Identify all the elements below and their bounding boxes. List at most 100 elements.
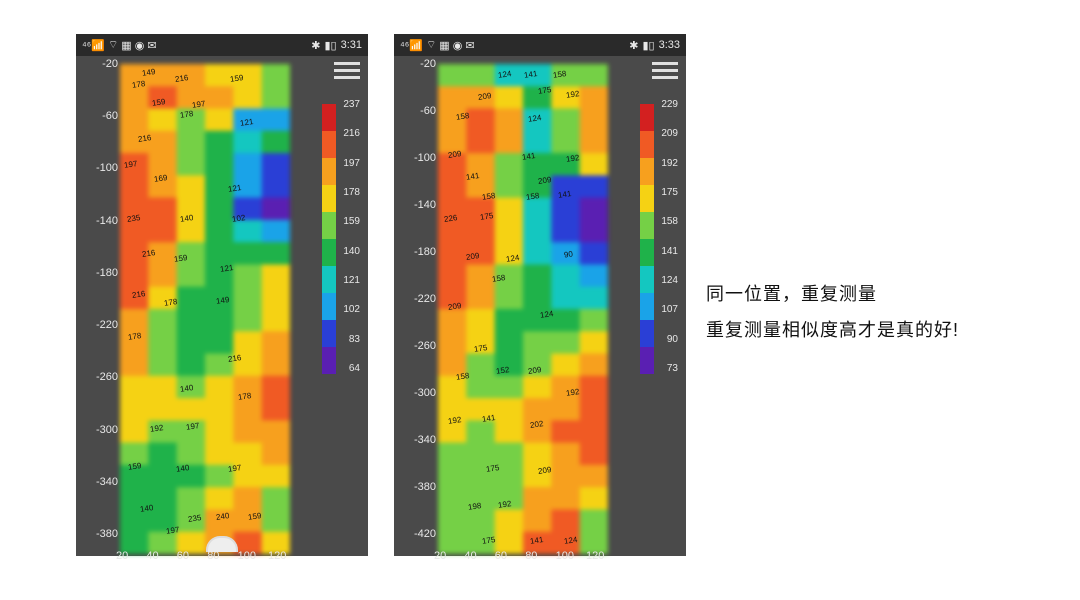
menu-button[interactable] [652,62,678,79]
colorbar-segment [640,185,654,212]
colorbar-segment [322,185,336,212]
signal-icon: ⁴⁶📶 [400,39,423,52]
x-tick-label: 100 [238,550,256,562]
contour-label: 124 [563,535,577,546]
colorbar-segment [322,239,336,266]
contour-label: 235 [126,213,140,224]
contour-label: 197 [165,525,179,536]
contour-label: 149 [141,67,155,78]
y-tick-label: -260 [414,340,436,352]
colorbar-segment [322,131,336,158]
contour-label: 158 [525,191,539,202]
x-tick-label: 80 [525,550,537,562]
contour-label: 141 [481,413,495,424]
heatmap-plot: 1491782161591591971781212161971691212351… [120,64,290,554]
contour-label: 197 [123,159,137,170]
contour-label: 216 [141,248,155,259]
colorbar-segment [322,293,336,320]
contour-label: 175 [481,535,495,546]
contour-label: 158 [455,111,469,122]
contour-label: 216 [131,289,145,300]
contour-label: 159 [173,253,187,264]
contour-label: 216 [137,133,151,144]
colorbar-label: 192 [661,158,678,169]
y-tick-label: -20 [420,58,436,70]
y-tick-label: -60 [420,105,436,117]
contour-label: 175 [485,463,499,474]
contour-label: 209 [447,149,461,160]
y-tick-label: -140 [414,199,436,211]
colorbar-segment [322,266,336,293]
contour-label: 124 [539,309,553,320]
contour-label: 124 [497,69,511,80]
x-tick-label: 20 [116,550,128,562]
colorbar-label: 229 [661,99,678,110]
contour-label: 140 [179,383,193,394]
contour-label: 175 [473,343,487,354]
contour-label: 140 [139,503,153,514]
contour-label: 197 [191,99,205,110]
y-tick-label: -180 [96,267,118,279]
contour-label: 192 [565,153,579,164]
contour-label: 209 [537,175,551,186]
colorbar-segment [640,293,654,320]
caption-line-1: 同一位置，重复测量 [706,280,877,306]
contour-label: 175 [537,85,551,96]
colorbar [640,104,654,374]
contour-label: 159 [151,97,165,108]
colorbar-label: 102 [343,304,360,315]
y-tick-label: -420 [414,528,436,540]
msg-icon: ✉ [147,39,156,52]
contour-label: 102 [231,213,245,224]
contour-label: 121 [227,183,241,194]
bluetooth-icon: ✱ [629,39,638,52]
colorbar-segment [322,158,336,185]
bluetooth-icon: ✱ [311,39,320,52]
colorbar-label: 140 [343,246,360,257]
contour-label: 141 [465,171,479,182]
menu-button[interactable] [334,62,360,79]
notif-icon: ▦ [439,39,449,52]
app-icon: ◉ [453,39,463,52]
x-tick-label: 40 [464,550,476,562]
notif-icon: ▦ [121,39,131,52]
y-tick-label: -100 [96,162,118,174]
x-tick-label: 60 [177,550,189,562]
contour-label: 209 [537,465,551,476]
contour-label: 178 [179,109,193,120]
contour-label: 90 [563,249,573,259]
heatmap-plot: 1241411582091751921581242091411921412091… [438,64,608,554]
wifi-icon: ⌔ [108,38,118,52]
status-bar: ⁴⁶📶⌔▦◉✉✱▮▯3:31 [76,34,368,56]
battery-icon: ▮▯ [324,39,336,52]
status-bar: ⁴⁶📶⌔▦◉✉✱▮▯3:33 [394,34,686,56]
colorbar-label: 107 [661,304,678,315]
clock-text: 3:31 [341,39,362,51]
colorbar-segment [322,347,336,374]
y-tick-label: -380 [96,528,118,540]
contour-label: 209 [477,91,491,102]
colorbar-segment [322,104,336,131]
colorbar-label: 197 [343,158,360,169]
colorbar-segment [640,212,654,239]
contour-label: 149 [215,295,229,306]
contour-label: 209 [447,301,461,312]
y-tick-label: -260 [96,371,118,383]
y-tick-label: -140 [96,215,118,227]
signal-icon: ⁴⁶📶 [82,39,105,52]
status-left: ⁴⁶📶⌔▦◉✉ [400,38,475,52]
y-tick-label: -340 [414,434,436,446]
contour-label: 124 [505,253,519,264]
contour-label: 192 [565,89,579,100]
contour-label: 235 [187,513,201,524]
colorbar-label: 73 [667,363,678,374]
colorbar-segment [640,266,654,293]
contour-label: 178 [163,297,177,308]
colorbar-label: 124 [661,275,678,286]
colorbar-label: 121 [343,275,360,286]
colorbar-label: 237 [343,99,360,110]
y-tick-label: -220 [96,319,118,331]
colorbar-segment [322,212,336,239]
caption-line-2: 重复测量相似度高才是真的好! [706,316,959,342]
contour-label: 158 [481,191,495,202]
